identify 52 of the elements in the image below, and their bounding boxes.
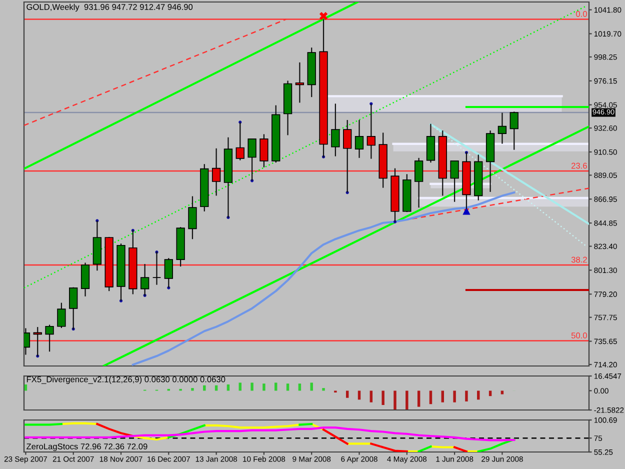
- bar: [488, 390, 492, 396]
- candlestick: [343, 119, 352, 193]
- candlestick: [414, 157, 424, 208]
- bar: [465, 390, 468, 402]
- bar: [298, 384, 302, 391]
- bar: [477, 390, 480, 400]
- text: ZeroLagStocs 72.96 72.36 72.09: [26, 443, 148, 452]
- bar: [417, 390, 420, 407]
- candlestick: [260, 134, 268, 168]
- candlestick: [188, 196, 197, 240]
- annotation: 0.0: [576, 10, 587, 17]
- bar: [406, 390, 408, 410]
- bar: [322, 388, 325, 391]
- chart-title: FX5_Divergence_v2.1(12,26,9) 0.0630 0.0000 0.0630: [26, 376, 226, 384]
- bar: [191, 388, 194, 391]
- bar: [500, 390, 504, 394]
- candlestick: [164, 258, 173, 288]
- bar: [370, 390, 373, 402]
- point: [462, 207, 470, 215]
- bar: [441, 390, 444, 402]
- bar: [310, 382, 313, 391]
- candlestick: [366, 104, 376, 160]
- bar: [429, 390, 432, 404]
- chart-title: GOLD,Weekly 931.96 947.72 912.47 946.90: [26, 4, 193, 12]
- bar: [453, 390, 456, 402]
- bar: [286, 384, 290, 391]
- candlestick: [510, 111, 518, 150]
- bar: [262, 384, 266, 391]
- candlestick: [295, 62, 304, 104]
- candlestick: [426, 123, 436, 164]
- line-series: [24, 426, 516, 442]
- annotation: 50.0: [571, 332, 587, 338]
- candlestick: [57, 302, 66, 329]
- bar: [274, 382, 278, 391]
- line-series: [132, 192, 516, 366]
- candlestick: [80, 262, 90, 297]
- bar: [358, 390, 361, 400]
- candlestick: [331, 103, 340, 157]
- bar: [250, 382, 254, 391]
- candlestick: [498, 112, 507, 144]
- bar: [346, 390, 349, 398]
- bar: [203, 385, 206, 391]
- annotation: 23.6: [572, 162, 587, 169]
- bar: [238, 382, 242, 391]
- annotation: 38.2: [571, 256, 587, 263]
- candlestick: [212, 148, 221, 196]
- candlestick: [354, 119, 364, 158]
- point: [319, 12, 328, 20]
- bar: [394, 390, 396, 410]
- candlestick: [45, 324, 54, 352]
- bar: [382, 390, 384, 406]
- candlestick: [450, 160, 459, 202]
